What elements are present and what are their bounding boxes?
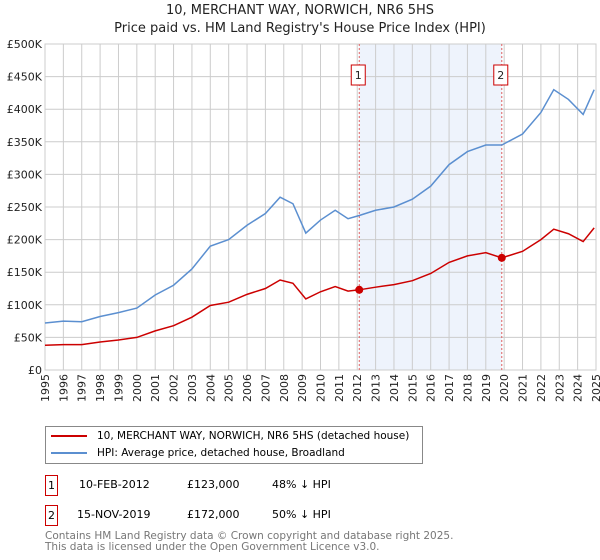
y-tick-label: £250K [7,201,43,214]
transaction-date: 10-FEB-2012 [79,478,150,491]
x-tick-label: 2013 [370,374,383,402]
x-tick-label: 2006 [241,374,254,402]
transaction-row: 2 15-NOV-2019 £172,000 50% ↓ HPI [45,505,545,526]
x-tick-label: 1997 [76,374,89,402]
y-tick-label: £200K [7,234,43,247]
chart-subtitle: Price paid vs. HM Land Registry's House … [114,21,486,36]
x-tick-label: 2004 [204,374,217,402]
transaction-number: 2 [45,505,58,526]
y-tick-label: £450K [7,71,43,84]
x-tick-label: 2002 [168,374,181,402]
y-tick-label: £50K [14,331,43,344]
legend-label-hpi: HPI: Average price, detached house, Broa… [97,447,345,459]
y-tick-label: £300K [7,168,43,181]
x-tick-label: 2001 [149,374,162,402]
transaction-date: 15-NOV-2019 [77,508,151,521]
legend-swatch-hpi [51,452,87,454]
x-tick-label: 1999 [112,374,125,402]
footer-line-1: Contains HM Land Registry data © Crown c… [45,530,454,542]
y-tick-label: £400K [7,103,43,116]
y-tick-label: £150K [7,266,43,279]
price-chart: 1995 1996 1997 1998 1999 2000 2001 2002 2003 2004… [7,38,600,402]
x-tick-label: 1998 [94,374,107,402]
x-tick-label: 2012 [351,374,364,402]
x-tick-label: 2025 [590,374,600,402]
transaction-price: £123,000 [187,478,240,491]
x-tick-label: 2010 [315,374,328,402]
y-tick-label: £0 [28,364,42,377]
y-tick-label: £500K [7,38,43,51]
x-tick-label: 2003 [186,374,199,402]
marker-label: 2 [497,69,504,82]
x-tick-label: 2017 [443,374,456,402]
footer: Contains HM Land Registry data © Crown c… [45,531,453,553]
transaction-price: £172,000 [187,508,240,521]
x-tick-label: 2011 [333,374,346,402]
x-tick-label: 2009 [296,374,309,402]
footer-line-2: This data is licensed under the Open Gov… [45,541,380,553]
x-tick-label: 1995 [39,374,52,402]
property-price-line [44,227,595,346]
y-tick-label: £350K [7,136,43,149]
hpi-line [44,88,595,324]
x-tick-label: 2022 [535,374,548,402]
x-tick-label: 1996 [57,374,70,402]
plot-border [44,43,597,371]
sale-point [355,285,364,294]
x-tick-label: 2019 [480,374,493,402]
y-tick-label: £100K [7,299,43,312]
x-tick-label: 2000 [131,374,144,402]
x-tick-label: 2016 [425,374,438,402]
x-tick-label: 2005 [223,374,236,402]
marker-label: 1 [355,69,362,82]
transaction-number: 1 [45,475,58,496]
x-tick-label: 2008 [278,374,291,402]
transaction-row: 1 10-FEB-2012 £123,000 48% ↓ HPI [45,475,545,496]
chart-title: 10, MERCHANT WAY, NORWICH, NR6 5HS [165,3,435,18]
legend-swatch-property [51,435,87,437]
sale-point [497,253,506,262]
legend-label-property: 10, MERCHANT WAY, NORWICH, NR6 5HS (deta… [97,430,410,442]
marker-box [350,64,366,86]
legend: 10, MERCHANT WAY, NORWICH, NR6 5HS (deta… [45,426,423,464]
x-tick-label: 2018 [461,374,474,402]
x-tick-label: 2024 [572,374,585,402]
transaction-hpi: 50% ↓ HPI [272,508,331,521]
x-tick-label: 2021 [517,374,530,402]
x-tick-label: 2014 [388,374,401,402]
transaction-hpi: 48% ↓ HPI [272,478,331,491]
x-tick-label: 2015 [406,374,419,402]
x-tick-label: 2020 [498,374,511,402]
x-tick-label: 2007 [259,374,272,402]
marker-box [493,64,509,86]
x-tick-label: 2023 [553,374,566,402]
